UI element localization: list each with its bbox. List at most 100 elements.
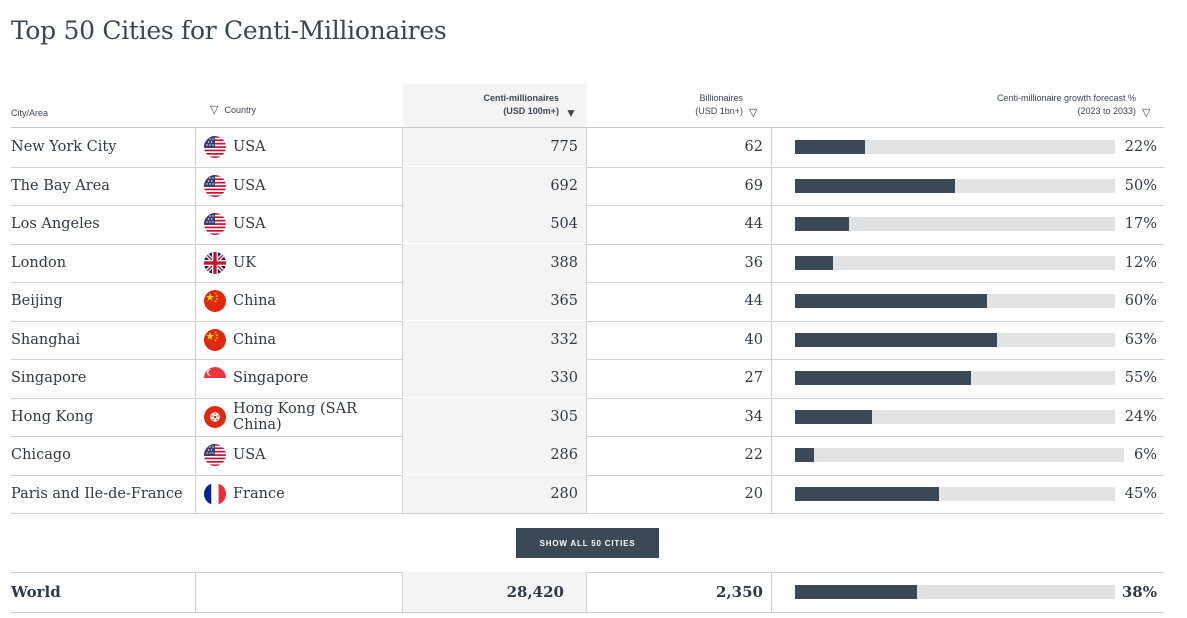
world-country-cell bbox=[195, 572, 403, 612]
growth-bar-track bbox=[795, 409, 1115, 424]
billionaires-value: 62 bbox=[587, 128, 772, 166]
country-cell: France bbox=[195, 474, 403, 513]
growth-value-label: 24% bbox=[1124, 408, 1157, 425]
hongkong-flag-icon bbox=[204, 405, 226, 428]
growth-cell: 17% bbox=[772, 205, 1164, 243]
growth-value-label: 55% bbox=[1124, 370, 1157, 386]
page-title: Top 50 Cities for Centi-Millionaires bbox=[11, 16, 447, 45]
row-divider bbox=[11, 243, 1164, 245]
growth-cell: 6% bbox=[772, 436, 1164, 474]
centi-millionaires-value: 388 bbox=[403, 243, 587, 282]
growth-bar-fill bbox=[795, 585, 917, 599]
growth-cell: 45% bbox=[772, 475, 1164, 513]
city-name: Paris and Ile-de-France bbox=[11, 485, 183, 502]
growth-bar-fill bbox=[795, 178, 955, 193]
country-cell: Singapore bbox=[195, 359, 403, 397]
country-cell: UK bbox=[195, 243, 403, 282]
billionaires-value: 44 bbox=[587, 282, 772, 320]
row-divider bbox=[11, 320, 1164, 322]
growth-bar-fill bbox=[795, 255, 834, 270]
growth-bar-track bbox=[795, 294, 1115, 308]
world-divider-top bbox=[11, 572, 1164, 573]
growth-column-header[interactable]: Centi-millionaire growth forecast % (202… bbox=[900, 93, 1136, 116]
growth-value-label: 60% bbox=[1124, 293, 1157, 309]
world-total-row: World 28,420 2,350 38% bbox=[11, 572, 1164, 612]
table-row: New York City USA 775 62 22% bbox=[11, 128, 1164, 166]
growth-bar-fill bbox=[795, 409, 872, 424]
usa-flag-icon bbox=[204, 136, 226, 158]
growth-header-line2: (2023 to 2033) bbox=[1077, 106, 1136, 116]
country-name: USA bbox=[233, 447, 266, 463]
usa-flag-icon bbox=[204, 213, 226, 235]
centi-millionaires-value: 280 bbox=[403, 474, 587, 513]
table-row: Los Angeles USA 504 44 17% bbox=[11, 205, 1164, 243]
growth-cell: 55% bbox=[772, 359, 1164, 397]
row-divider bbox=[11, 474, 1164, 476]
country-name: Singapore bbox=[233, 370, 309, 386]
city-name: Singapore bbox=[11, 370, 87, 386]
bn-header-line1: Billionaires bbox=[699, 93, 743, 103]
growth-bar-track bbox=[795, 486, 1115, 501]
growth-bar-fill bbox=[795, 217, 850, 231]
centi-millionaires-value: 305 bbox=[403, 397, 587, 436]
city-name: Beijing bbox=[11, 293, 63, 309]
usa-flag-icon bbox=[204, 174, 226, 197]
show-all-cities-button[interactable]: SHOW ALL 50 CITIES bbox=[516, 528, 659, 558]
billionaires-value: 27 bbox=[587, 359, 772, 397]
uk-flag-icon bbox=[204, 251, 226, 274]
usa-flag-icon bbox=[204, 444, 226, 466]
country-cell: China bbox=[195, 282, 403, 320]
country-column-header[interactable]: ▽ Country bbox=[210, 103, 256, 116]
centi-millionaires-value: 692 bbox=[403, 166, 587, 205]
singapore-flag-icon bbox=[204, 367, 226, 389]
centi-millionaires-value: 504 bbox=[403, 205, 587, 243]
sort-triangle-icon[interactable]: ▽ bbox=[749, 107, 758, 119]
centi-millionaires-value: 365 bbox=[403, 282, 587, 320]
table-row: Shanghai China 332 40 63% bbox=[11, 320, 1164, 359]
billionaires-value: 20 bbox=[587, 474, 772, 513]
row-divider bbox=[11, 282, 1164, 283]
growth-value-label: 22% bbox=[1124, 139, 1157, 155]
country-name: USA bbox=[233, 177, 266, 194]
table-row: Chicago USA 286 22 6% bbox=[11, 436, 1164, 474]
country-name: UK bbox=[233, 254, 257, 271]
billionaires-value: 22 bbox=[587, 436, 772, 474]
row-divider bbox=[11, 513, 1164, 514]
table-row: Beijing China 365 44 60% bbox=[11, 282, 1164, 320]
growth-bar-track bbox=[795, 178, 1115, 193]
world-growth-label: 38% bbox=[1121, 583, 1157, 601]
world-label: World bbox=[11, 583, 61, 601]
centi-header-line1: Centi-millionaires bbox=[483, 93, 559, 103]
growth-value-label: 17% bbox=[1124, 216, 1157, 232]
country-cell: USA bbox=[195, 128, 403, 166]
growth-value-label: 50% bbox=[1124, 177, 1157, 194]
country-name: USA bbox=[233, 139, 266, 155]
country-cell: USA bbox=[195, 205, 403, 243]
row-divider bbox=[11, 436, 1164, 437]
row-divider bbox=[11, 166, 1164, 168]
country-header-label: Country bbox=[224, 104, 256, 115]
row-divider bbox=[11, 359, 1164, 360]
sort-triangle-icon[interactable]: ▽ bbox=[1142, 107, 1151, 119]
growth-value-label: 45% bbox=[1124, 485, 1157, 502]
growth-bar-fill bbox=[795, 448, 815, 462]
centi-millionaires-value: 286 bbox=[403, 436, 587, 474]
country-cell: USA bbox=[195, 166, 403, 205]
billionaires-column-header[interactable]: Billionaires (USD 1bn+) bbox=[600, 93, 743, 116]
sorted-column-header-background bbox=[403, 84, 587, 127]
china-flag-icon bbox=[204, 328, 226, 351]
centi-column-header[interactable]: Centi-millionaires (USD 100m+) bbox=[403, 93, 559, 116]
sort-desc-icon[interactable]: ▼ bbox=[565, 106, 577, 120]
growth-header-line1: Centi-millionaire growth forecast % bbox=[996, 93, 1136, 103]
centi-millionaires-value: 332 bbox=[403, 320, 587, 359]
city-column-header: City/Area bbox=[11, 108, 49, 118]
sort-triangle-icon[interactable]: ▽ bbox=[210, 104, 219, 116]
header-divider bbox=[11, 127, 1164, 128]
city-name: Los Angeles bbox=[11, 216, 100, 232]
growth-bar-track bbox=[795, 448, 1124, 462]
growth-bar-track bbox=[795, 332, 1115, 347]
growth-bar-fill bbox=[795, 140, 866, 154]
growth-cell: 22% bbox=[772, 128, 1164, 166]
growth-value-label: 6% bbox=[1133, 447, 1157, 463]
billionaires-value: 44 bbox=[587, 205, 772, 243]
